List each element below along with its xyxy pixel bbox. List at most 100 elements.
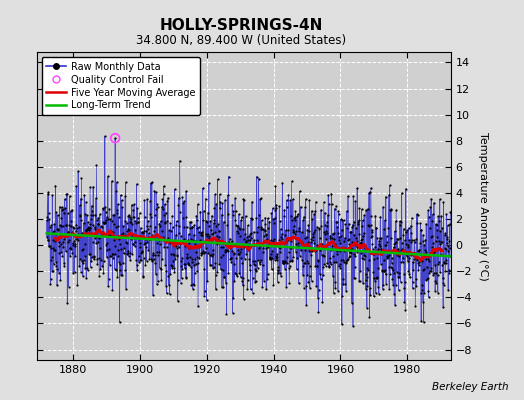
Point [145,256,154,262]
Point [148,257,156,264]
Point [243,286,252,292]
Legend: Raw Monthly Data, Quality Control Fail, Five Year Moving Average, Long-Term Tren: Raw Monthly Data, Quality Control Fail, … [41,57,200,115]
Point [237,214,246,220]
Point [270,215,279,222]
Point [379,282,388,288]
Point [271,183,280,190]
Point [372,290,380,296]
Point [58,253,67,259]
Point [338,217,346,223]
Point [408,236,416,243]
Point [200,208,208,214]
Point [335,240,344,246]
Point [436,251,445,258]
Point [408,251,417,257]
Point [269,238,277,244]
Point [346,246,355,252]
Point [245,256,254,262]
Point [82,274,91,281]
Point [443,236,452,242]
Point [156,234,165,240]
Point [225,240,233,246]
Point [386,182,394,189]
Point [128,250,136,257]
Point [54,239,63,245]
Point [68,250,77,256]
Point [245,241,253,248]
Point [250,258,259,264]
Point [230,250,238,257]
Point [333,224,342,230]
Point [414,261,423,268]
Point [324,264,333,270]
Point [62,222,70,228]
Point [224,269,233,276]
Point [128,221,137,227]
Point [324,201,333,207]
Point [313,263,321,270]
Point [216,205,224,211]
Point [296,188,304,194]
Point [292,266,301,272]
Point [99,269,107,276]
Point [314,287,323,293]
Point [249,275,257,282]
Point [112,188,120,194]
Point [100,258,108,264]
Point [384,248,392,255]
Point [119,229,128,236]
Point [334,288,342,294]
Point [439,199,447,205]
Point [423,263,431,270]
Point [96,229,105,235]
Point [295,228,303,234]
Point [122,219,130,226]
Point [91,211,100,218]
Point [196,243,204,249]
Point [122,239,130,245]
Point [181,243,189,249]
Point [187,264,195,270]
Point [270,220,278,226]
Point [317,206,325,213]
Point [230,250,238,256]
Point [125,214,134,220]
Point [62,232,71,239]
Point [310,228,318,235]
Point [89,183,97,190]
Point [73,234,81,240]
Point [173,253,181,259]
Point [259,226,268,233]
Point [70,238,79,244]
Point [179,215,187,221]
Point [60,260,68,266]
Point [230,261,238,268]
Point [274,267,282,274]
Point [366,292,375,298]
Point [177,258,185,264]
Point [359,232,367,239]
Point [279,258,287,264]
Point [266,255,274,261]
Point [78,247,86,253]
Point [68,240,77,247]
Point [193,225,202,231]
Point [225,241,234,248]
Point [359,280,367,286]
Point [91,226,99,232]
Point [204,223,213,229]
Point [213,176,222,182]
Point [409,279,417,285]
Point [143,258,151,264]
Point [235,211,243,217]
Point [89,222,97,228]
Point [369,268,377,275]
Point [128,240,137,247]
Point [144,246,152,253]
Point [350,251,358,258]
Point [372,224,380,231]
Point [178,275,186,281]
Point [280,212,288,219]
Point [235,269,244,276]
Point [250,262,259,268]
